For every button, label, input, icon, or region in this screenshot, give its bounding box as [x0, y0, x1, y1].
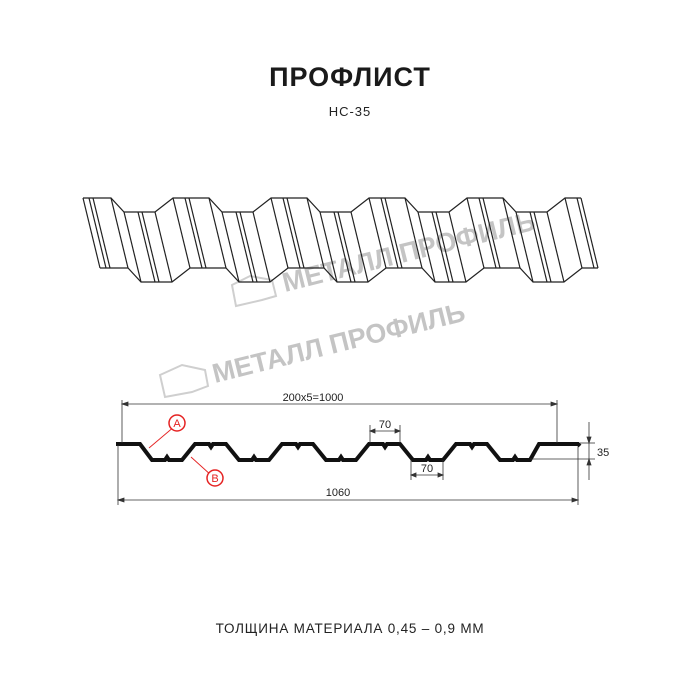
page-title: ПРОФЛИСТ — [269, 62, 431, 92]
sheet-fold-line — [306, 197, 325, 269]
svg-text:B: B — [211, 473, 218, 485]
dim-height: 35 — [597, 447, 609, 459]
marker-a: A — [148, 414, 186, 449]
sheet-fold-line — [576, 197, 595, 269]
sheet-fold-line — [137, 211, 156, 283]
sheet-fold-line — [319, 211, 338, 283]
dim-crest-width: 70 — [379, 419, 391, 431]
sheet-fold-line — [435, 211, 454, 283]
sheet-fold-line — [235, 211, 254, 283]
marker-b: B — [190, 456, 224, 487]
sheet-fold-line — [515, 211, 534, 283]
sheet-fold-line — [384, 197, 403, 269]
sheet-fold-line — [92, 197, 111, 269]
sheet-fold-line — [188, 197, 207, 269]
sheet-fold-line — [184, 197, 203, 269]
sheet-fold-line — [417, 211, 436, 283]
sheet-fold-line — [221, 211, 240, 283]
sheet-fold-line — [533, 211, 552, 283]
sheet-fold-line — [82, 197, 101, 269]
sheet-fold-line — [110, 197, 129, 269]
sheet-fold-line — [580, 197, 599, 269]
sheet-fold-line — [270, 197, 289, 269]
watermark-logo-bottom — [158, 363, 210, 399]
sheet-fold-line — [431, 211, 450, 283]
sheet-fold-line — [141, 211, 160, 283]
profile-cross-section — [116, 442, 582, 462]
watermark-text-bottom: МЕТАЛЛ ПРОФИЛЬ — [209, 297, 468, 389]
sheet-fold-line — [448, 211, 467, 283]
sheet-fold-line — [123, 211, 142, 283]
sheet-fold-line — [286, 197, 305, 269]
sheet-fold-line — [333, 211, 352, 283]
sheet-fold-line — [546, 211, 565, 283]
dim-trough-width: 70 — [421, 463, 433, 475]
sheet-fold-line — [368, 197, 387, 269]
sheet-fold-line — [252, 211, 271, 283]
sheet-fold-line — [208, 197, 227, 269]
sheet-fold-line — [380, 197, 399, 269]
sheet-fold-line — [404, 197, 423, 269]
sheet-fold-line — [482, 197, 501, 269]
sheet-fold-line — [282, 197, 301, 269]
sheet-fold-line — [564, 197, 583, 269]
sheet-fold-line — [154, 211, 173, 283]
svg-text:A: A — [173, 418, 181, 430]
sheet-fold-line — [172, 197, 191, 269]
sheet-fold-line — [88, 197, 107, 269]
material-thickness: ТОЛЩИНА МАТЕРИАЛА 0,45 – 0,9 ММ — [215, 621, 485, 636]
dim-pitch-total: 200x5=1000 — [283, 392, 344, 404]
sheet-fold-line — [239, 211, 258, 283]
dim-overall: 1060 — [326, 487, 350, 499]
model-label: НС-35 — [328, 104, 372, 119]
watermark-logo-top — [230, 274, 278, 308]
sheet-3d-view — [82, 197, 599, 283]
sheet-fold-line — [478, 197, 497, 269]
sheet-fold-line — [350, 211, 369, 283]
sheet-fold-line — [502, 197, 521, 269]
sheet-fold-line — [337, 211, 356, 283]
sheet-fold-line — [466, 197, 485, 269]
sheet-fold-line — [529, 211, 548, 283]
watermark-text-top: МЕТАЛЛ ПРОФИЛЬ — [279, 206, 538, 298]
dimension-lines — [116, 400, 595, 505]
